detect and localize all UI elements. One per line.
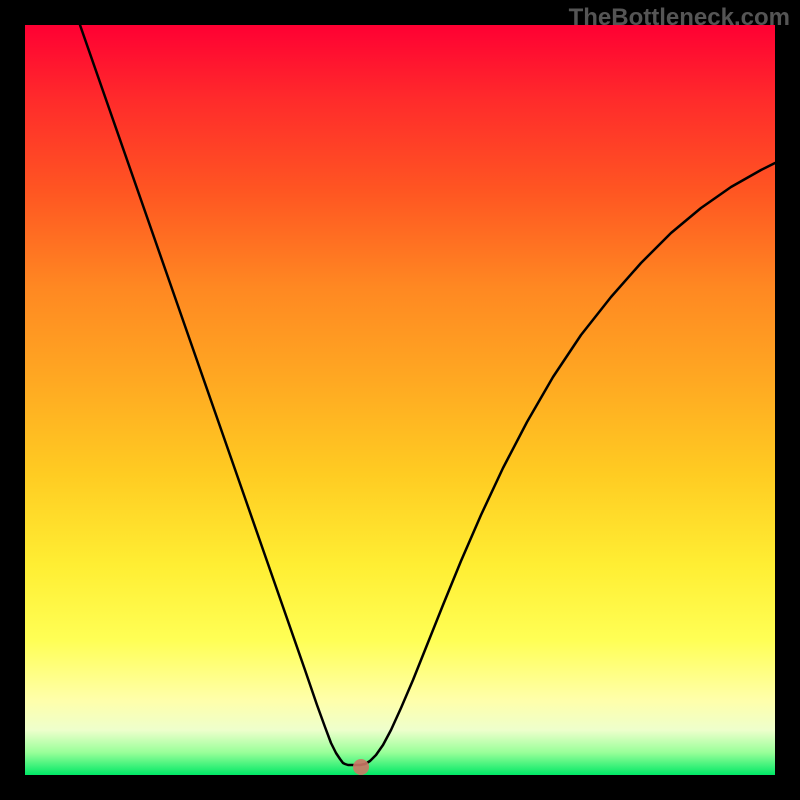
plot-background	[25, 25, 775, 775]
chart-frame: TheBottleneck.com	[0, 0, 800, 800]
watermark-text: TheBottleneck.com	[569, 4, 790, 32]
optimal-point-marker	[353, 759, 369, 775]
